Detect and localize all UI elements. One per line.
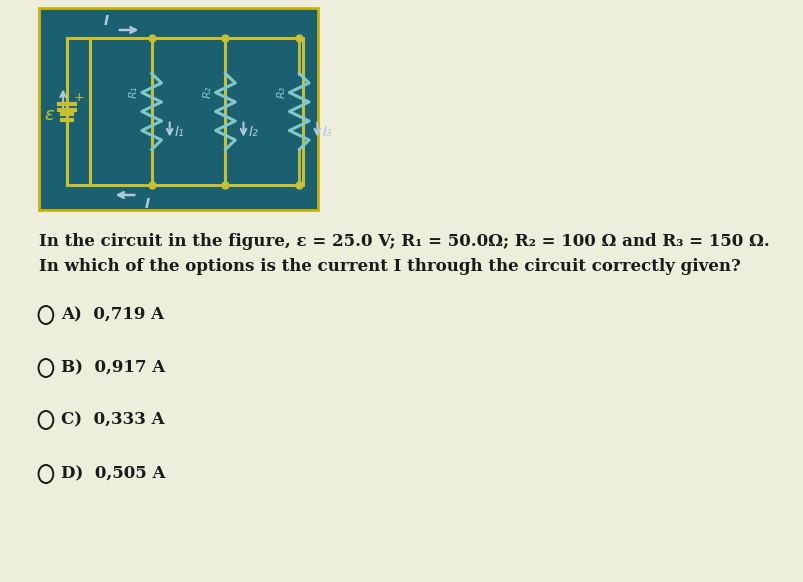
Text: R₃: R₃ bbox=[276, 86, 286, 98]
Text: B)  0,917 A: B) 0,917 A bbox=[60, 360, 165, 377]
Text: R₂: R₂ bbox=[202, 86, 212, 98]
Text: In which of the options is the current I through the circuit correctly given?: In which of the options is the current I… bbox=[39, 258, 740, 275]
Text: C)  0,333 A: C) 0,333 A bbox=[60, 411, 164, 428]
Text: +: + bbox=[73, 91, 84, 104]
Text: A)  0,719 A: A) 0,719 A bbox=[60, 307, 164, 324]
Text: I: I bbox=[145, 197, 149, 211]
Text: I₁: I₁ bbox=[174, 125, 184, 139]
Text: R₁: R₁ bbox=[128, 86, 138, 98]
Text: I: I bbox=[104, 14, 108, 28]
Text: I₃: I₃ bbox=[322, 125, 332, 139]
Text: ε: ε bbox=[44, 107, 54, 125]
FancyBboxPatch shape bbox=[39, 8, 318, 210]
Text: I₂: I₂ bbox=[248, 125, 258, 139]
Text: In the circuit in the figure, ε = 25.0 V; R₁ = 50.0Ω; R₂ = 100 Ω and R₃ = 150 Ω.: In the circuit in the figure, ε = 25.0 V… bbox=[39, 233, 769, 250]
Text: D)  0,505 A: D) 0,505 A bbox=[60, 466, 165, 482]
